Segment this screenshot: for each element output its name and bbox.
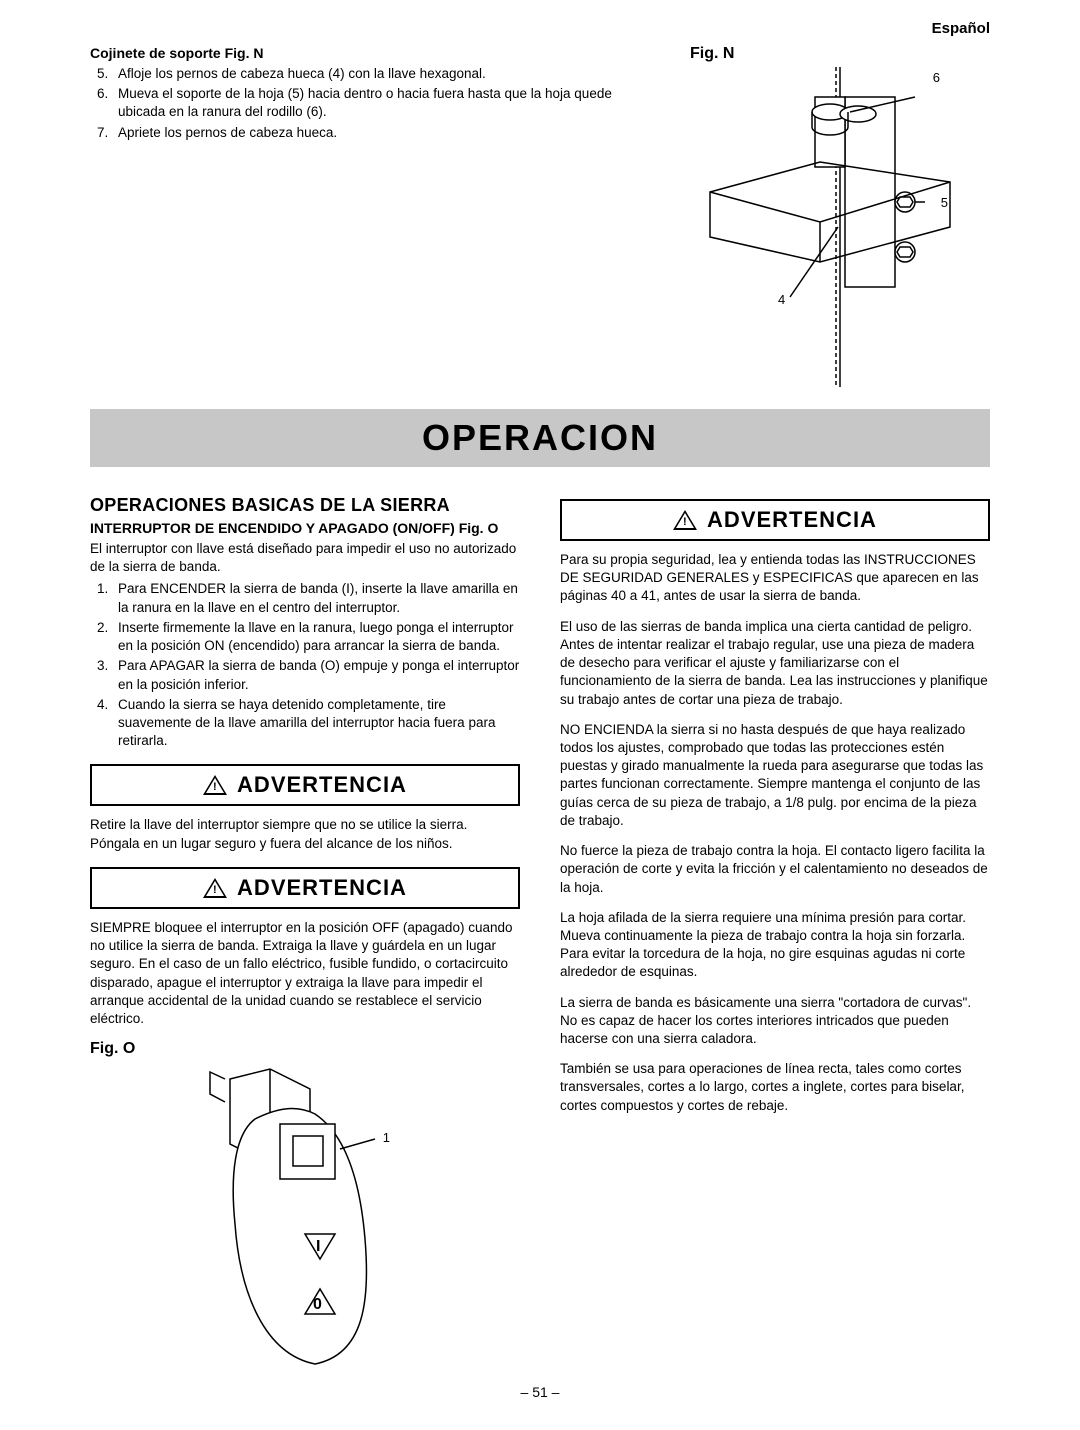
page: Español Cojinete de soporte Fig. N Afloj… [0, 0, 1080, 1430]
fig-n-label: Fig. N [690, 45, 990, 63]
callout-6: 6 [933, 70, 940, 85]
warning-icon: ! [203, 878, 227, 898]
callout-1: 1 [383, 1130, 390, 1145]
left-column: OPERACIONES BASICAS DE LA SIERRA INTERRU… [90, 485, 520, 1374]
top-subheading: Cojinete de soporte Fig. N [90, 45, 650, 61]
left-steps: Para ENCENDER la sierra de banda (I), in… [90, 580, 520, 750]
top-step-list: Afloje los pernos de cabeza hueca (4) co… [90, 65, 650, 142]
operacion-band: OPERACION [90, 409, 990, 467]
warning-label: ADVERTENCIA [707, 507, 877, 533]
list-item: Cuando la sierra se haya detenido comple… [112, 696, 520, 751]
top-left-col: Cojinete de soporte Fig. N Afloje los pe… [90, 45, 650, 387]
band-title: OPERACION [90, 417, 990, 459]
warning-2-body: SIEMPRE bloquee el interruptor en la pos… [90, 919, 520, 1028]
figure-o-svg: I 0 [175, 1064, 435, 1374]
right-para: No fuerce la pieza de trabajo contra la … [560, 842, 990, 897]
callout-5: 5 [941, 195, 948, 210]
figure-n-area: Fig. N [690, 45, 990, 387]
callout-4: 4 [778, 292, 785, 307]
language-header: Español [90, 20, 990, 37]
figure-o-wrap: I 0 1 [90, 1064, 520, 1374]
main-two-col: OPERACIONES BASICAS DE LA SIERRA INTERRU… [90, 485, 990, 1374]
left-subheading: INTERRUPTOR DE ENCENDIDO Y APAGADO (ON/O… [90, 520, 520, 536]
page-number: – 51 – [90, 1384, 990, 1400]
list-item: Afloje los pernos de cabeza hueca (4) co… [112, 65, 650, 83]
warning-box-3: ! ADVERTENCIA [560, 499, 990, 541]
fig-o-label: Fig. O [90, 1040, 520, 1058]
list-item: Inserte firmemente la llave en la ranura… [112, 619, 520, 655]
list-item: Para APAGAR la sierra de banda (O) empuj… [112, 657, 520, 693]
right-para: La hoja afilada de la sierra requiere un… [560, 909, 990, 982]
warning-icon: ! [673, 510, 697, 530]
list-item: Apriete los pernos de cabeza hueca. [112, 124, 650, 142]
warning-box-1: ! ADVERTENCIA [90, 764, 520, 806]
figure-o: I 0 1 [175, 1064, 435, 1374]
right-para: Para su propia seguridad, lea y entienda… [560, 551, 990, 606]
list-item: Para ENCENDER la sierra de banda (I), in… [112, 580, 520, 616]
figure-n-svg [690, 67, 970, 387]
warning-1-body: Retire la llave del interruptor siempre … [90, 816, 520, 852]
right-para: El uso de las sierras de banda implica u… [560, 618, 990, 709]
warning-icon: ! [203, 775, 227, 795]
left-section-heading: OPERACIONES BASICAS DE LA SIERRA [90, 495, 520, 516]
svg-text:I: I [316, 1238, 320, 1255]
figure-n: 6 5 4 [690, 67, 970, 387]
right-para: La sierra de banda es básicamente una si… [560, 994, 990, 1049]
right-para: También se usa para operaciones de línea… [560, 1060, 990, 1115]
warning-label: ADVERTENCIA [237, 772, 407, 798]
left-intro: El interruptor con llave está diseñado p… [90, 540, 520, 576]
list-item: Mueva el soporte de la hoja (5) hacia de… [112, 85, 650, 121]
warning-box-2: ! ADVERTENCIA [90, 867, 520, 909]
warning-label: ADVERTENCIA [237, 875, 407, 901]
svg-text:0: 0 [313, 1296, 322, 1313]
top-section: Cojinete de soporte Fig. N Afloje los pe… [90, 45, 990, 387]
right-column: ! ADVERTENCIA Para su propia seguridad, … [560, 485, 990, 1374]
right-para: NO ENCIENDA la sierra si no hasta despué… [560, 721, 990, 830]
